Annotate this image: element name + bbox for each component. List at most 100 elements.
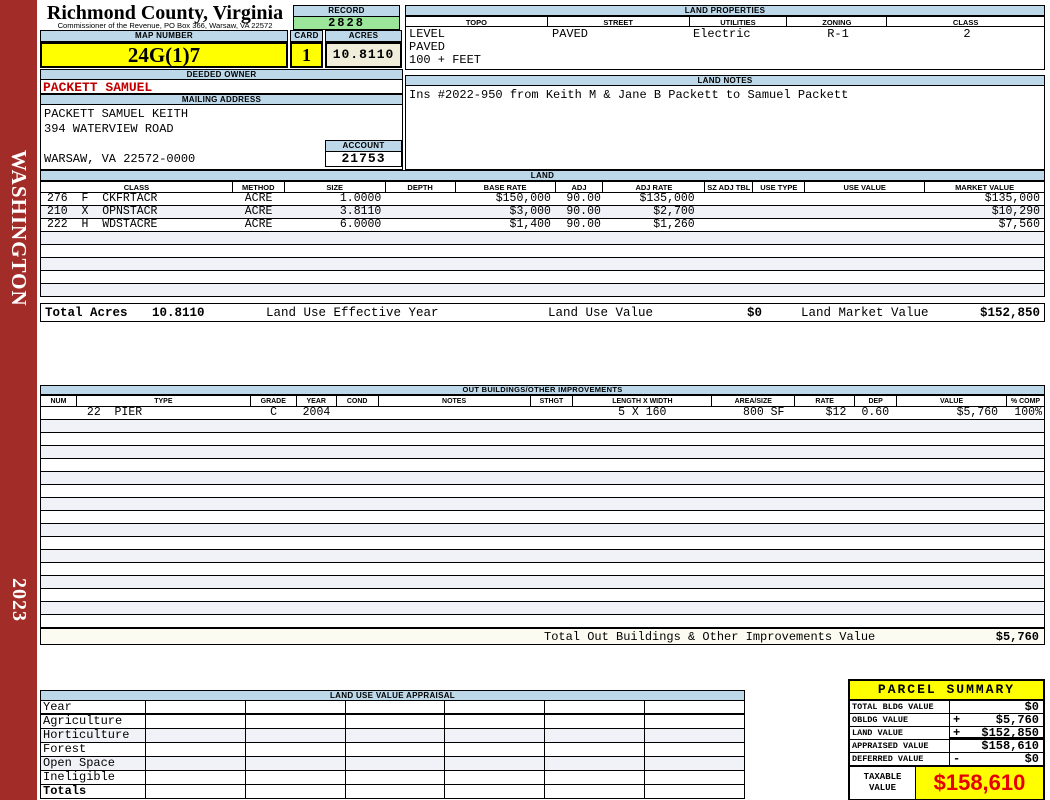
- table-cell: $7,560: [998, 219, 1040, 231]
- acres-value: 10.8110: [325, 42, 402, 68]
- acres-label: ACRES: [325, 30, 402, 42]
- out-buildings-header: NUM TYPE GRADE YEAR COND NOTES STHGT LENGTH X W…: [40, 395, 1045, 407]
- table-cell: [41, 407, 77, 419]
- appraisal-cell: [645, 715, 746, 728]
- table-cell: 90.00: [566, 193, 601, 205]
- appraisal-cell: [645, 701, 746, 713]
- land-row: [41, 258, 1044, 271]
- operator: +: [953, 713, 961, 727]
- appraisal-cell: [645, 771, 746, 784]
- out-building-row: 22 PIER C 2004 5 X 160 800 SF $12 0.60 $5,760 10…: [41, 407, 1044, 420]
- table-cell: 0.60: [861, 407, 890, 419]
- table-cell: 5 X 160: [618, 407, 667, 419]
- land-notes-title: LAND NOTES: [405, 75, 1045, 86]
- appraisal-cell: [146, 743, 246, 756]
- table-cell: 100%: [1014, 407, 1042, 419]
- parcel-summary-value: $5,760: [995, 713, 1039, 727]
- map-number-value: 24G(1)7: [40, 42, 288, 68]
- table-cell: 90.00: [566, 219, 601, 231]
- land-use-appraisal-table: Year Agriculture Horticulture Forest Open Sp…: [40, 701, 746, 799]
- taxable-value-label: TAXABLE VALUE: [850, 767, 916, 799]
- appraisal-cell: [545, 743, 646, 756]
- out-building-row: [41, 433, 1044, 446]
- tax-year-label: 2023: [8, 578, 30, 622]
- table-cell: [753, 193, 805, 205]
- column-header: MARKET VALUE: [925, 181, 1046, 193]
- topo-value: PAVED: [409, 40, 446, 54]
- county-title: Richmond County, Virginia: [46, 2, 284, 24]
- table-cell: [705, 193, 753, 205]
- column-header: ADJ: [555, 181, 604, 193]
- out-buildings-totals-row: Total Out Buildings & Other Improvements…: [40, 628, 1045, 645]
- appraisal-row-label: Agriculture: [41, 715, 146, 728]
- table-cell: 3.8110: [339, 206, 382, 218]
- table-cell: ACRE: [244, 219, 273, 231]
- table-cell: 22 PIER: [86, 407, 143, 419]
- out-building-row: [41, 524, 1044, 537]
- appraisal-cell: [246, 771, 346, 784]
- column-header: ADJ RATE: [603, 181, 706, 193]
- land-market-value: $152,850: [979, 306, 1040, 320]
- table-cell: $3,000: [509, 206, 551, 218]
- appraisal-cell: [445, 701, 546, 713]
- account-label: ACCOUNT: [325, 140, 402, 152]
- table-cell: 276 F CKFRTACR: [47, 193, 158, 205]
- out-building-row: [41, 472, 1044, 485]
- record-label: RECORD: [293, 5, 400, 17]
- land-table-body: 276 F CKFRTACR ACRE 1.0000 $150,000 90.00 $13…: [40, 193, 1045, 297]
- land-row: 210 X OPNSTACR ACRE 3.8110 $3,000 90.00 $2,70…: [41, 206, 1044, 219]
- land-properties-body: LEVEL PAVED 100 + FEET PAVED Electric R-…: [405, 27, 1045, 70]
- appraisal-cell: [346, 729, 446, 742]
- table-cell: 222 H WDSTACRE: [47, 219, 158, 231]
- out-building-row: [41, 602, 1044, 615]
- card-value: 1: [290, 42, 323, 68]
- appraisal-cell: [246, 701, 346, 713]
- table-cell: $10,290: [991, 206, 1040, 218]
- appraisal-cell: [246, 785, 346, 798]
- table-cell: $135,000: [984, 193, 1040, 205]
- parcel-summary-row: DEFERRED VALUE - $0: [850, 753, 1043, 766]
- commissioner-line: Commissioner of the Revenue, PO Box 366,…: [57, 21, 273, 30]
- appraisal-cell: [346, 757, 446, 770]
- out-building-row: [41, 537, 1044, 550]
- column-header: STREET: [547, 16, 690, 27]
- appraisal-cell: [346, 743, 446, 756]
- appraisal-row: Year: [41, 701, 746, 715]
- land-row: [41, 245, 1044, 258]
- land-use-appraisal-title: LAND USE VALUE APPRAISAL: [40, 690, 745, 701]
- mailing-address-label: MAILING ADDRESS: [40, 94, 403, 105]
- appraisal-cell: [146, 785, 246, 798]
- parcel-summary-value: $0: [1024, 700, 1039, 714]
- parcel-summary-row: OBLDG VALUE + $5,760: [850, 714, 1043, 727]
- appraisal-row-label: Forest: [41, 743, 146, 756]
- column-header: NOTES: [378, 395, 531, 407]
- parcel-summary-label: LAND VALUE: [850, 727, 950, 739]
- column-header: LENGTH X WIDTH: [573, 395, 713, 407]
- appraisal-row-label: Ineligible: [41, 771, 146, 784]
- column-header: BASE RATE: [455, 181, 556, 193]
- district-label: WASHINGTON: [7, 150, 31, 307]
- account-value: 21753: [325, 152, 402, 167]
- land-note-text: Ins #2022-950 from Keith M & Jane B Pack…: [409, 88, 849, 102]
- table-cell: ACRE: [244, 193, 273, 205]
- land-market-value-label: Land Market Value: [801, 306, 929, 320]
- map-number-label: MAP NUMBER: [40, 30, 288, 42]
- parcel-summary: PARCEL SUMMARY TOTAL BLDG VALUE $0 OBLDG V…: [848, 679, 1045, 800]
- parcel-summary-label: TOTAL BLDG VALUE: [850, 701, 950, 713]
- appraisal-cell: [246, 743, 346, 756]
- table-cell: 90.00: [566, 206, 601, 218]
- table-cell: $1,400: [509, 219, 551, 231]
- column-header: COND: [336, 395, 379, 407]
- appraisal-cell: [445, 771, 546, 784]
- appraisal-row: Forest: [41, 743, 746, 757]
- table-cell: [753, 219, 805, 231]
- class-value: 2: [963, 27, 971, 41]
- out-building-row: [41, 459, 1044, 472]
- table-cell: [378, 407, 530, 419]
- land-row: [41, 271, 1044, 284]
- column-header: UTILITIES: [689, 16, 788, 27]
- land-notes-body: Ins #2022-950 from Keith M & Jane B Pack…: [405, 86, 1045, 170]
- topo-value: LEVEL: [409, 27, 446, 41]
- column-header: AREA/SIZE: [712, 395, 796, 407]
